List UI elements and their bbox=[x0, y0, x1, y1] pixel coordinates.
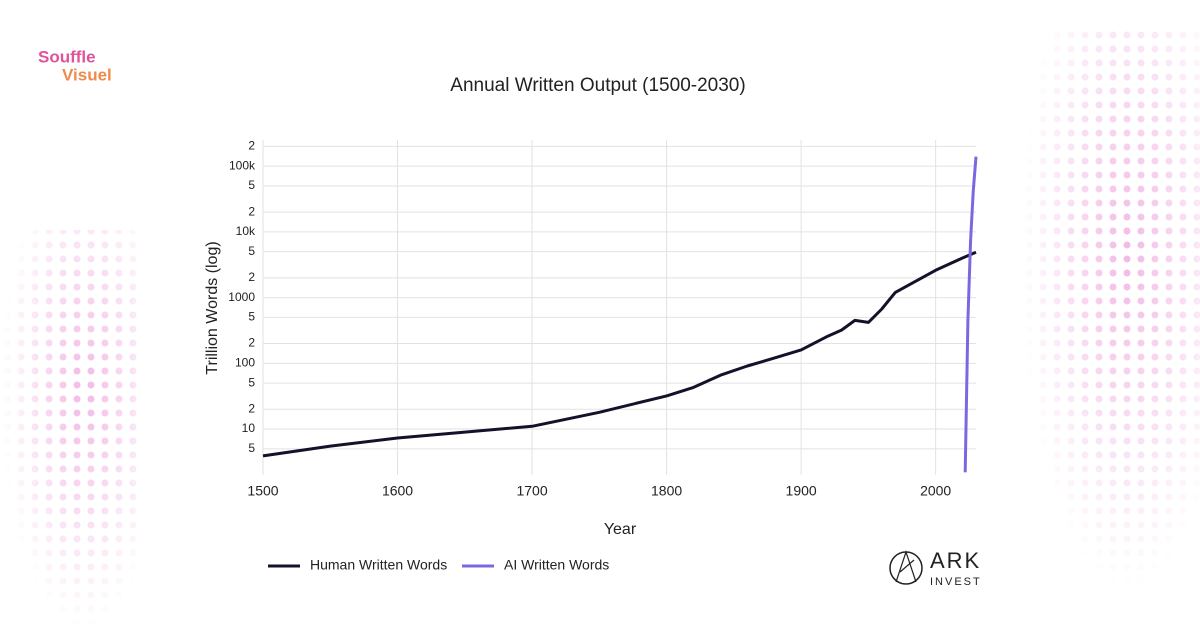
y-tick-label: 2 bbox=[248, 204, 255, 218]
series-line bbox=[963, 156, 978, 473]
x-tick-label: 1700 bbox=[516, 483, 547, 499]
x-tick-label: 1600 bbox=[382, 483, 413, 499]
brand-ark: INVEST bbox=[930, 576, 982, 588]
y-tick-label: 5 bbox=[248, 375, 255, 389]
y-tick-label: 100 bbox=[235, 356, 255, 370]
y-tick-label: 10 bbox=[242, 421, 256, 435]
y-tick-label: 5 bbox=[248, 310, 255, 324]
y-tick-label: 5 bbox=[248, 244, 255, 258]
y-tick-label: 2 bbox=[248, 270, 255, 284]
brand-ark: ARK bbox=[930, 548, 981, 573]
series-line bbox=[262, 250, 977, 458]
y-axis-label: Trillion Words (log) bbox=[204, 241, 221, 374]
x-tick-label: 1900 bbox=[786, 483, 817, 499]
brand-souffle: Visuel bbox=[62, 65, 112, 84]
y-tick-label: 1000 bbox=[228, 290, 255, 304]
x-tick-label: 2000 bbox=[920, 483, 951, 499]
chart-title: Annual Written Output (1500-2030) bbox=[450, 75, 745, 96]
y-tick-label: 10k bbox=[236, 224, 256, 238]
decoration bbox=[0, 30, 1200, 630]
legend-label: Human Written Words bbox=[310, 557, 447, 573]
y-tick-label: 100k bbox=[229, 158, 256, 172]
legend-label: AI Written Words bbox=[504, 557, 609, 573]
y-tick-label: 5 bbox=[248, 178, 255, 192]
y-tick-label: 2 bbox=[248, 336, 255, 350]
y-tick-label: 2 bbox=[248, 401, 255, 415]
brand-souffle: Souffle bbox=[38, 47, 96, 66]
x-tick-label: 1500 bbox=[247, 483, 278, 499]
x-axis-label: Year bbox=[604, 521, 637, 538]
x-tick-label: 1800 bbox=[651, 483, 682, 499]
y-tick-label: 5 bbox=[248, 441, 255, 455]
y-tick-label: 2 bbox=[248, 139, 255, 153]
ark-logo: ARK INVEST bbox=[889, 548, 982, 588]
